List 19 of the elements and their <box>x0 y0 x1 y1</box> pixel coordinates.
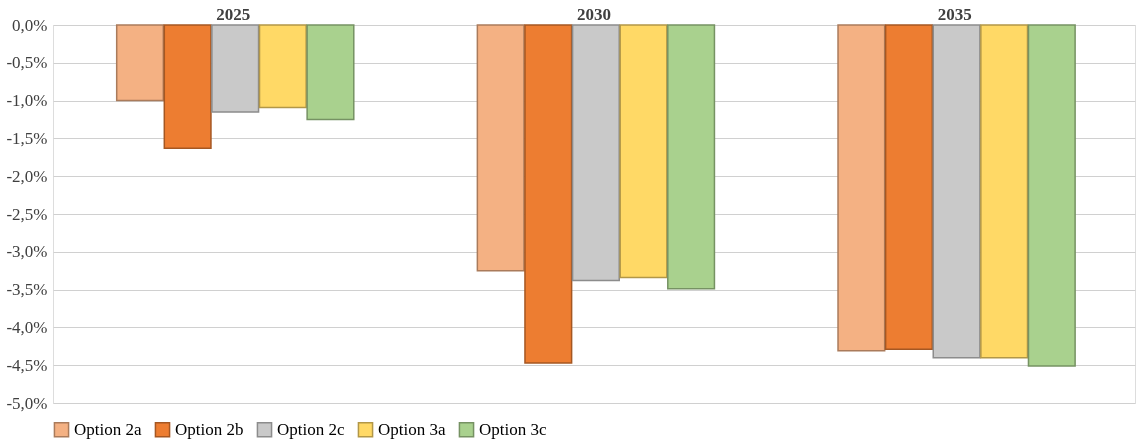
y-tick-label: -4,5% <box>6 355 48 375</box>
y-tick-label: -1,0% <box>6 91 48 111</box>
legend-label: Option 3c <box>479 419 547 439</box>
y-tick-label: -4,0% <box>6 317 48 337</box>
y-tick-label: -0,5% <box>6 53 48 73</box>
y-tick-label: -2,0% <box>6 166 48 186</box>
y-tick-label: -2,5% <box>6 204 48 224</box>
legend-label: Option 2b <box>175 419 244 439</box>
x-tick-label: 2035 <box>937 4 972 24</box>
legend-label: Option 2c <box>277 419 345 439</box>
y-tick-label: -1,5% <box>6 128 48 148</box>
x-tick-label: 2030 <box>577 4 611 24</box>
y-tick-label: -5,0% <box>6 393 48 413</box>
x-tick-label: 2025 <box>216 4 251 24</box>
y-tick-label: 0,0% <box>12 15 48 35</box>
legend-label: Option 2a <box>74 419 142 439</box>
legend-label: Option 3a <box>378 419 446 439</box>
y-tick-label: -3,5% <box>6 280 48 300</box>
y-tick-label: -3,0% <box>6 242 48 262</box>
